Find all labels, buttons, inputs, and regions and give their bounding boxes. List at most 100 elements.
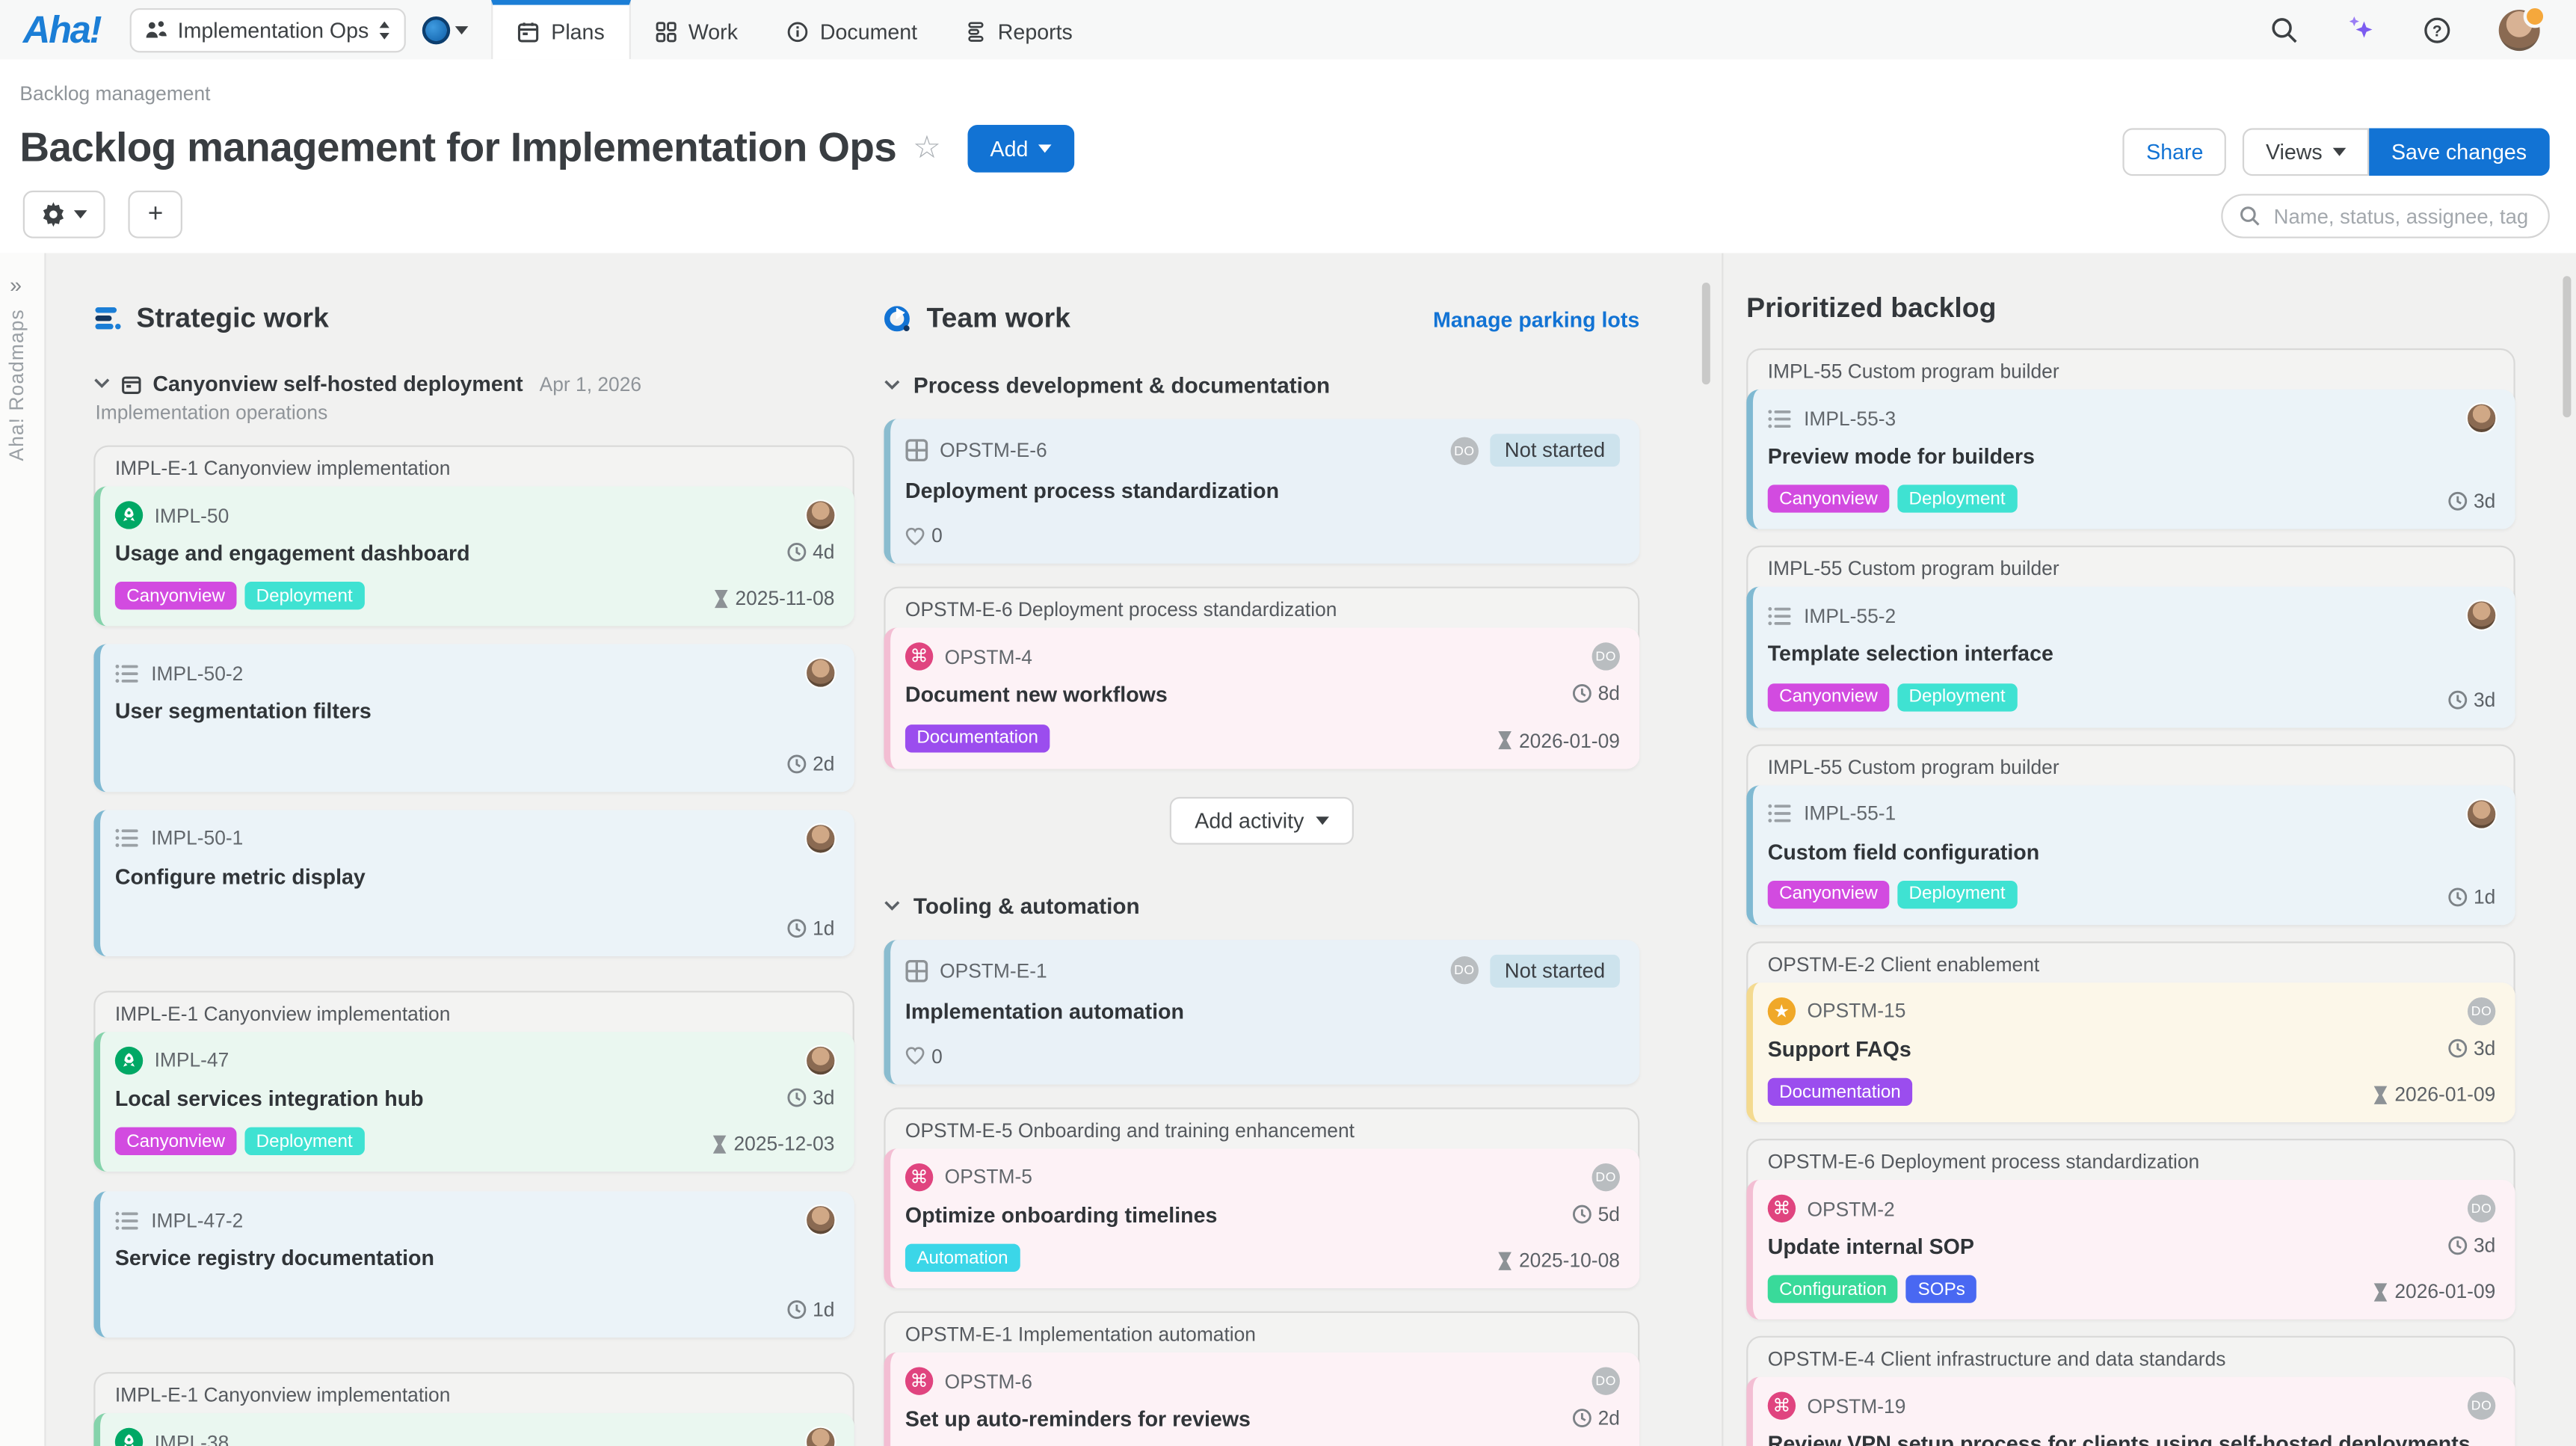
activity-card[interactable]: ⌘ OPSTM-4 DO Document new workflows 8d D… xyxy=(884,628,1639,768)
feature-card[interactable]: IMPL-38 Enhanced privacy and consent man… xyxy=(93,1414,854,1446)
assignee-avatar: DO xyxy=(1450,956,1478,984)
tag[interactable]: Deployment xyxy=(1897,485,2017,513)
idea-card[interactable]: ★ OPSTM-15 DO Support FAQs 3d Documentat… xyxy=(1746,982,2515,1122)
workspace-avatar-menu[interactable] xyxy=(423,16,469,43)
aha-logo[interactable]: Aha! xyxy=(23,7,101,52)
activity-group-header[interactable]: OPSTM-E-6 Deployment process standardiza… xyxy=(886,588,1639,630)
backlog-group: IMPL-55 Custom program builder IMPL-55-2… xyxy=(1746,546,2515,727)
card-title[interactable]: Implementation automation xyxy=(905,998,1184,1025)
backlog-group-header[interactable]: IMPL-55 Custom program builder xyxy=(1748,745,2513,787)
backlog-group-header[interactable]: OPSTM-E-6 Deployment process standardiza… xyxy=(1748,1140,2513,1181)
activity-group: OPSTM-E-1 Implementation automation ⌘ OP… xyxy=(884,1311,1639,1446)
workspace-selector[interactable]: Implementation Ops xyxy=(130,7,407,52)
parking-lot-section[interactable]: Process development & documentation xyxy=(884,373,1639,398)
help-icon[interactable]: ? xyxy=(2424,16,2451,43)
backlog-group-header[interactable]: OPSTM-E-2 Client enablement xyxy=(1748,943,2513,984)
tag[interactable]: Documentation xyxy=(905,724,1050,751)
backlog-group-header[interactable]: IMPL-55 Custom program builder xyxy=(1748,547,2513,588)
epic-card[interactable]: OPSTM-E-1 DO Not started Implementation … xyxy=(884,939,1639,1084)
tag[interactable]: Documentation xyxy=(1768,1078,1912,1106)
tab-reports[interactable]: Reports xyxy=(942,0,1097,59)
tab-document[interactable]: Document xyxy=(762,0,942,59)
activity-card[interactable]: ⌘ OPSTM-19 DO Review VPN setup process f… xyxy=(1746,1377,2515,1446)
presence-dot xyxy=(2524,4,2547,27)
card-title[interactable]: Local services integration hub xyxy=(115,1086,424,1113)
tag[interactable]: Canyonview xyxy=(115,1127,236,1155)
card-title[interactable]: Review VPN setup process for clients usi… xyxy=(1768,1432,2471,1446)
card-title[interactable]: Service registry documentation xyxy=(115,1246,434,1273)
settings-button[interactable] xyxy=(23,191,105,239)
backlog-group-header[interactable]: IMPL-55 Custom program builder xyxy=(1748,350,2513,391)
filter-search-input[interactable] xyxy=(2270,203,2531,229)
left-pane-scrollbar[interactable] xyxy=(1702,283,1710,384)
requirement-card[interactable]: IMPL-50-2 User segmentation filters 2d xyxy=(93,644,854,791)
activity-card[interactable]: ⌘ OPSTM-2 DO Update internal SOP 3d Conf… xyxy=(1746,1180,2515,1320)
card-id: OPSTM-E-6 xyxy=(940,439,1047,462)
duration: 3d xyxy=(2474,1036,2495,1059)
backlog-group-header[interactable]: OPSTM-E-4 Client infrastructure and data… xyxy=(1748,1338,2513,1379)
card-title[interactable]: Deployment process standardization xyxy=(905,479,1279,505)
filter-search[interactable] xyxy=(2221,194,2550,238)
search-icon[interactable] xyxy=(2270,16,2298,43)
card-title[interactable]: Update internal SOP xyxy=(1768,1234,1974,1261)
views-button[interactable]: Views xyxy=(2243,128,2368,176)
tag[interactable]: Canyonview xyxy=(1768,880,1889,908)
user-avatar[interactable] xyxy=(2499,9,2540,50)
manage-parking-lots-link[interactable]: Manage parking lots xyxy=(1433,307,1639,331)
tag[interactable]: Deployment xyxy=(244,1127,364,1155)
tag[interactable]: Configuration xyxy=(1768,1276,1899,1303)
card-title[interactable]: Custom field configuration xyxy=(1768,839,2039,866)
epic-group-header[interactable]: IMPL-E-1 Canyonview implementation xyxy=(95,1374,852,1415)
activity-card[interactable]: ⌘ OPSTM-6 DO Set up auto-reminders for r… xyxy=(884,1353,1639,1446)
card-id: OPSTM-E-1 xyxy=(940,959,1047,982)
right-pane-scrollbar[interactable] xyxy=(2563,276,2571,417)
tag[interactable]: Deployment xyxy=(1897,683,2017,710)
requirement-card[interactable]: IMPL-55-1 Custom field configuration Can… xyxy=(1746,784,2515,924)
requirement-card[interactable]: IMPL-50-1 Configure metric display 1d xyxy=(93,809,854,956)
epic-card[interactable]: OPSTM-E-6 DO Not started Deployment proc… xyxy=(884,419,1639,564)
card-title[interactable]: Set up auto-reminders for reviews xyxy=(905,1406,1251,1433)
expand-rail-icon[interactable]: » xyxy=(10,273,22,298)
chevron-down-icon xyxy=(74,210,87,218)
tag[interactable]: Canyonview xyxy=(1768,683,1889,710)
epic-group-header[interactable]: IMPL-E-1 Canyonview implementation xyxy=(95,992,852,1033)
epic-group-header[interactable]: IMPL-E-1 Canyonview implementation xyxy=(95,447,852,488)
chevron-down-icon xyxy=(884,380,900,391)
add-button[interactable]: Add xyxy=(967,125,1074,173)
tag[interactable]: Canyonview xyxy=(1768,485,1889,513)
tag[interactable]: SOPs xyxy=(1906,1276,1976,1303)
tag[interactable]: Automation xyxy=(905,1244,1020,1272)
favorite-star-icon[interactable]: ☆ xyxy=(913,130,940,168)
requirement-card[interactable]: IMPL-47-2 Service registry documentation… xyxy=(93,1191,854,1338)
tab-plans[interactable]: Plans xyxy=(492,0,631,59)
card-title[interactable]: Support FAQs xyxy=(1768,1036,1911,1063)
card-title[interactable]: Optimize onboarding timelines xyxy=(905,1202,1217,1229)
card-title[interactable]: Preview mode for builders xyxy=(1768,443,2035,470)
clock-icon xyxy=(786,918,806,938)
tab-work[interactable]: Work xyxy=(631,0,762,59)
card-title[interactable]: User segmentation filters xyxy=(115,699,372,726)
feature-card[interactable]: IMPL-50 Usage and engagement dashboard 4… xyxy=(93,487,854,627)
activity-group-header[interactable]: OPSTM-E-1 Implementation automation xyxy=(886,1313,1639,1354)
card-title[interactable]: Template selection interface xyxy=(1768,642,2053,668)
tag[interactable]: Deployment xyxy=(1897,880,2017,908)
card-title[interactable]: Usage and engagement dashboard xyxy=(115,541,470,567)
feature-card[interactable]: IMPL-47 Local services integration hub 3… xyxy=(93,1032,854,1172)
release-row[interactable]: Canyonview self-hosted deployment Apr 1,… xyxy=(93,372,854,396)
add-activity-button[interactable]: Add activity xyxy=(1170,796,1353,844)
activity-card[interactable]: ⌘ OPSTM-5 DO Optimize onboarding timelin… xyxy=(884,1148,1639,1288)
card-title[interactable]: Document new workflows xyxy=(905,683,1168,710)
parking-lot-section[interactable]: Tooling & automation xyxy=(884,893,1639,917)
tag[interactable]: Canyonview xyxy=(115,582,236,610)
breadcrumb[interactable]: Backlog management xyxy=(19,82,210,105)
card-title[interactable]: Configure metric display xyxy=(115,864,366,890)
save-changes-button[interactable]: Save changes xyxy=(2368,128,2550,176)
team-work-title: Team work xyxy=(927,302,1070,335)
ai-sparkle-icon[interactable] xyxy=(2346,15,2376,45)
activity-group-header[interactable]: OPSTM-E-5 Onboarding and training enhanc… xyxy=(886,1109,1639,1150)
add-panel-button[interactable]: + xyxy=(128,191,182,239)
share-button[interactable]: Share xyxy=(2123,128,2226,176)
requirement-card[interactable]: IMPL-55-3 Preview mode for builders Cany… xyxy=(1746,390,2515,529)
tag[interactable]: Deployment xyxy=(244,582,364,610)
requirement-card[interactable]: IMPL-55-2 Template selection interface C… xyxy=(1746,587,2515,727)
